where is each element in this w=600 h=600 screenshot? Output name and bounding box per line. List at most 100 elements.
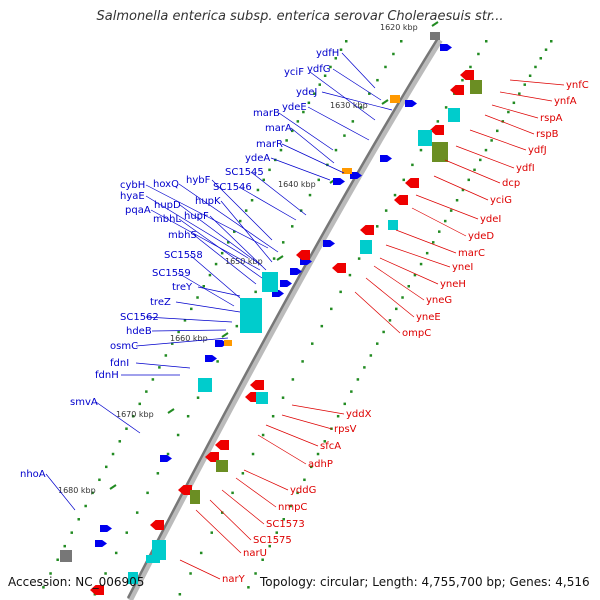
tick-dot — [449, 209, 453, 212]
tick-dot — [384, 209, 388, 212]
tick-dot — [70, 531, 73, 534]
reverse-gene-label: ydeI — [480, 214, 501, 225]
tick-dot — [208, 273, 212, 277]
tick-dot — [189, 572, 192, 575]
tick-dot — [307, 101, 311, 105]
tick-dot — [461, 188, 465, 192]
tick-dot — [375, 225, 379, 228]
reverse-gene-connector — [221, 489, 265, 525]
reverse-gene-label: yciG — [490, 195, 512, 206]
reverse-gene-label: ydfJ — [528, 145, 547, 156]
tick-dot — [178, 593, 182, 596]
tick-dot — [279, 148, 283, 152]
tick-dot — [336, 414, 340, 418]
forward-gene-label: hdeB — [126, 326, 152, 337]
tick-dot — [323, 74, 327, 77]
forward-gene-label: ydfH — [316, 48, 339, 59]
forward-gene-label: pqaA — [125, 205, 151, 216]
tick-dot — [359, 106, 363, 109]
olive-feature — [432, 142, 448, 162]
tick-dot — [285, 139, 288, 142]
tick-dot — [490, 139, 493, 142]
tick-dot — [114, 551, 118, 555]
tick-dot — [461, 78, 464, 82]
forward-gene-connector — [95, 401, 141, 434]
tick-dot — [363, 366, 366, 369]
tick-dot — [356, 378, 360, 381]
reverse-gene-connector — [469, 129, 527, 151]
reverse-gene-connector — [365, 277, 415, 318]
tick-dot — [235, 324, 239, 328]
tick-dot — [507, 110, 510, 114]
tick-dot — [473, 168, 476, 172]
tick-dot — [196, 296, 199, 299]
forward-gene-label: SC1546 — [213, 182, 252, 193]
forward-gene-connector — [307, 106, 370, 141]
tick-dot — [444, 106, 448, 109]
tick-dot — [261, 558, 264, 562]
kbp-tick-mark — [109, 484, 117, 490]
reverse-gene-connector — [281, 414, 333, 430]
tick-dot — [351, 120, 355, 123]
tick-dot — [343, 134, 346, 137]
tick-dot — [268, 544, 271, 548]
reverse-gene-connector — [499, 91, 553, 102]
forward-gene-label: mbhS — [168, 230, 197, 241]
reverse-gene-label: adhP — [308, 459, 333, 470]
forward-gene-connector — [290, 127, 335, 164]
forward-gene-connector — [135, 362, 191, 369]
reverse-gene-connector — [395, 229, 457, 254]
tick-dot — [438, 230, 441, 233]
forward-gene-label: treZ — [150, 297, 171, 308]
grey-feature — [430, 32, 440, 40]
forward-cds-arrow — [380, 155, 392, 162]
forward-cds-arrow — [205, 355, 217, 362]
tick-dot — [125, 427, 128, 430]
kbp-tick-label: 1680 kbp — [58, 486, 96, 495]
forward-cds-arrow — [405, 100, 417, 107]
kbp-tick-label: 1670 kbp — [116, 410, 154, 419]
tick-dot — [484, 148, 488, 152]
tick-dot — [177, 330, 180, 334]
tick-dot — [275, 531, 278, 534]
reverse-cds-arrow — [460, 70, 474, 80]
kbp-tick-label: 1620 kbp — [380, 23, 418, 32]
reverse-gene-label: ydeD — [468, 231, 494, 242]
tick-dot — [262, 178, 265, 182]
tick-dot — [214, 262, 218, 266]
reverse-gene-label: yneH — [440, 279, 466, 290]
forward-gene-connector — [238, 186, 297, 221]
tick-dot — [313, 92, 316, 95]
reverse-gene-label: ompC — [402, 328, 431, 339]
tick-dot — [250, 198, 254, 202]
reverse-gene-connector — [257, 434, 307, 465]
tick-dot — [477, 52, 480, 56]
tick-dot — [323, 440, 327, 443]
kbp-tick-mark — [381, 99, 389, 105]
forward-gene-label: smvA — [70, 397, 98, 408]
tick-dot — [135, 511, 139, 514]
tick-dot — [254, 290, 257, 294]
forward-gene-connector — [209, 215, 267, 271]
reverse-gene-label: rspA — [540, 113, 563, 124]
tick-dot — [302, 110, 305, 114]
tick-dot — [455, 198, 459, 202]
tick-dot — [158, 366, 161, 369]
tick-dot — [376, 342, 379, 345]
forward-gene-label: SC1558 — [164, 250, 203, 261]
tick-dot — [190, 307, 193, 311]
forward-gene-connector — [45, 473, 76, 511]
tick-dot — [49, 572, 52, 575]
olive-feature — [470, 80, 482, 94]
tick-dot — [369, 354, 373, 357]
forward-gene-label: yciF — [284, 67, 304, 78]
forward-gene-label: ydeE — [282, 102, 307, 113]
forward-gene-connector — [341, 52, 376, 89]
tick-dot — [393, 193, 397, 197]
tick-dot — [183, 319, 187, 322]
tick-dot — [318, 83, 321, 86]
reverse-gene-connector — [491, 104, 539, 119]
backbone-shadow — [127, 38, 443, 600]
reverse-gene-connector — [411, 207, 467, 237]
